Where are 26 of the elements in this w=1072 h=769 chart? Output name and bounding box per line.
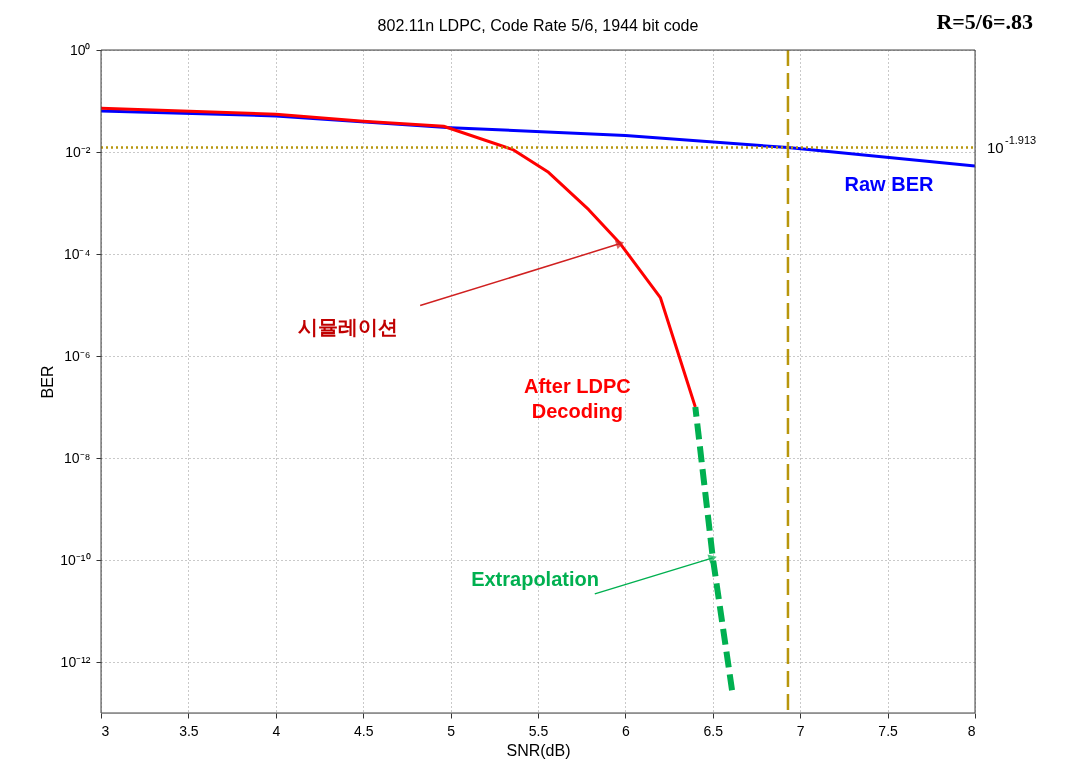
x-axis-title: SNR(dB)	[506, 741, 571, 759]
text: R=5/6=.83	[936, 9, 1033, 34]
y-tick-label: 10⁻⁸	[64, 449, 91, 466]
x-tick-label: 6.5	[703, 722, 724, 739]
x-tick-label: 8	[967, 722, 976, 739]
y-tick-label: 10⁰	[69, 41, 91, 58]
x-tick-label: 3	[101, 722, 110, 739]
text: After LDPC Decoding	[523, 375, 631, 422]
x-tick-label: 4	[272, 722, 281, 739]
annotation: 시뮬레이션	[298, 314, 399, 339]
y-tick-label: 10⁻¹⁰	[60, 551, 91, 568]
y-tick-label: 10⁻⁶	[64, 347, 91, 364]
y-tick-label: 10⁻²	[65, 143, 91, 160]
x-tick-label: 4.5	[353, 722, 374, 739]
x-tick-label: 3.5	[179, 722, 199, 739]
x-tick-label: 5	[447, 722, 456, 739]
series-label: Raw BER	[844, 173, 935, 196]
y-tick-label: 10⁻⁴	[63, 245, 91, 262]
x-tick-label: 5.5	[528, 722, 549, 739]
x-tick-label: 7.5	[878, 722, 899, 739]
x-tick-label: 7	[796, 722, 805, 739]
text: Extrapolation	[471, 568, 599, 591]
y-axis-title: BER	[39, 365, 57, 399]
y-tick-label: 10⁻¹²	[60, 653, 91, 670]
chart-title: 802.11n LDPC, Code Rate 5/6, 1944 bit code	[377, 17, 699, 34]
x-tick-label: 6	[622, 722, 630, 739]
